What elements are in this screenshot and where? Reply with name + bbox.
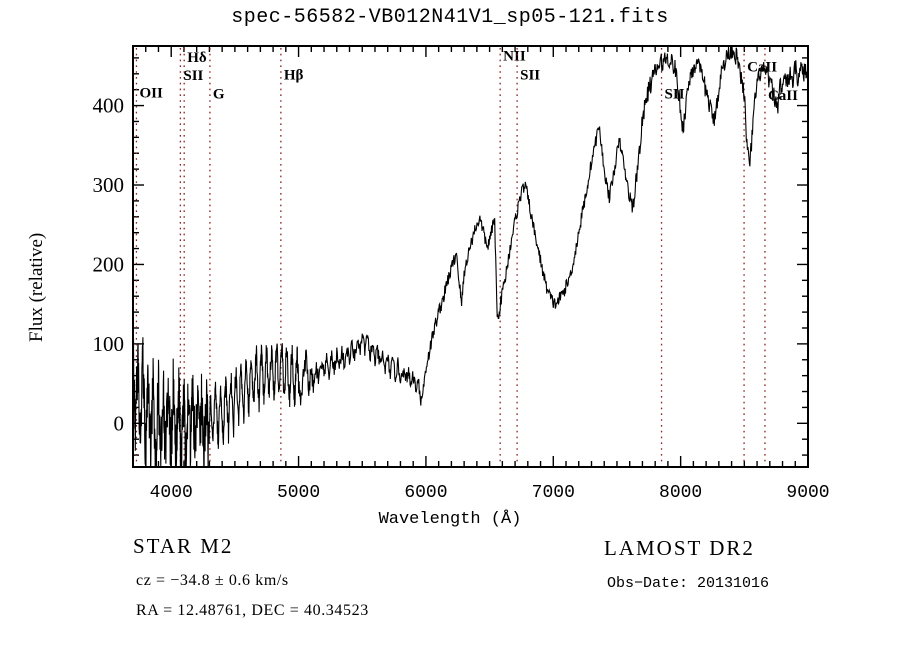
footer-cz: cz = −34.8 ± 0.6 km/s xyxy=(136,572,289,589)
spectral-line-label: OII xyxy=(139,86,163,102)
y-axis-label: Flux (relative) xyxy=(26,232,47,342)
page-title: spec-56582-VB012N41V1_sp05-121.fits xyxy=(231,6,669,29)
plot-frame xyxy=(132,45,809,468)
spectral-line-label: Hβ xyxy=(284,67,304,83)
spectral-line-label: G xyxy=(213,86,225,102)
y-tick-label: 100 xyxy=(93,332,125,356)
x-tick-label: 7000 xyxy=(532,483,575,503)
y-tick-label: 200 xyxy=(93,252,125,276)
spectral-line-label: SII xyxy=(665,86,685,102)
footer-survey: LAMOST DR2 xyxy=(604,536,755,560)
footer-classification: STAR M2 xyxy=(133,534,234,558)
footer-obs-date: Obs−Date: 20131016 xyxy=(607,575,770,592)
y-tick-label: 400 xyxy=(93,94,125,118)
x-tick-label: 6000 xyxy=(404,483,447,503)
spectrum-trace xyxy=(133,46,808,467)
spectral-line-label: NII xyxy=(503,48,526,64)
x-axis-label: Wavelength (Å) xyxy=(378,510,522,529)
x-tick-label: 5000 xyxy=(277,483,320,503)
x-tick-label: 4000 xyxy=(150,483,193,503)
y-tick-label: 0 xyxy=(114,411,125,435)
footer-coords: RA = 12.48761, DEC = 40.34523 xyxy=(136,602,369,619)
spectral-line-label: SII xyxy=(520,67,540,83)
y-tick-label: 300 xyxy=(93,173,125,197)
spectral-line-label: SII xyxy=(183,68,203,84)
spectral-line-label: Hδ xyxy=(187,50,207,66)
x-tick-label: 9000 xyxy=(786,483,829,503)
x-tick-label: 8000 xyxy=(659,483,702,503)
